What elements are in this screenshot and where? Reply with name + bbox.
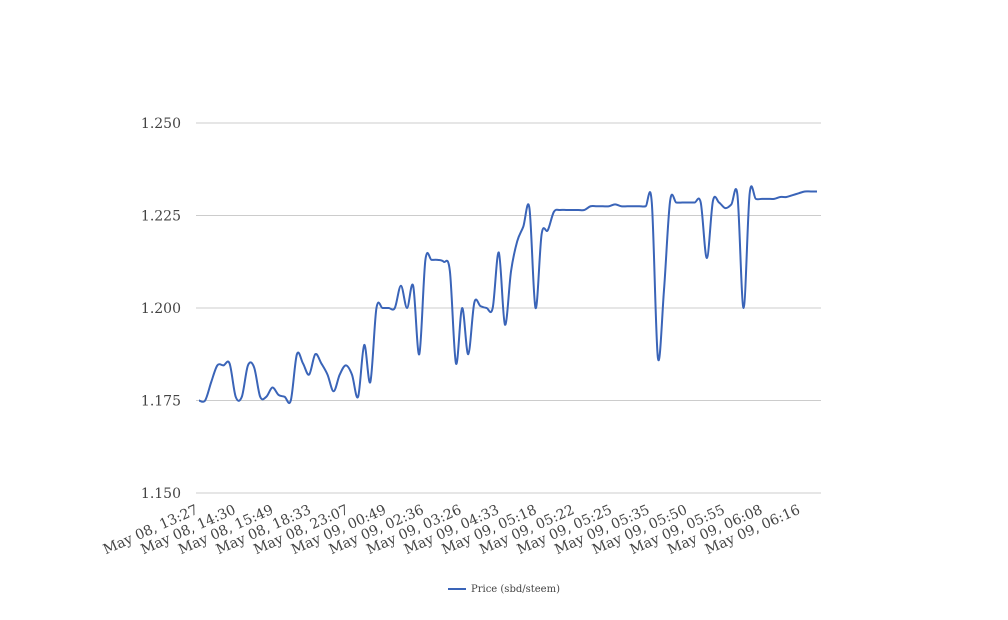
y-axis-tick-labels: 1.150 1.175 1.200 1.225 1.250: [141, 116, 181, 502]
legend-swatch: [448, 588, 466, 590]
legend: Price (sbd/steem): [0, 582, 1008, 595]
y-tick-label: 1.150: [141, 486, 181, 502]
legend-label: Price (sbd/steem): [471, 583, 560, 595]
series-lines: [198, 185, 817, 405]
y-tick-label: 1.200: [141, 301, 181, 317]
y-tick-label: 1.175: [141, 394, 181, 410]
series-line[interactable]: [198, 185, 817, 405]
legend-item[interactable]: Price (sbd/steem): [448, 584, 560, 595]
y-tick-label: 1.250: [141, 116, 181, 132]
y-tick-label: 1.225: [141, 209, 181, 225]
